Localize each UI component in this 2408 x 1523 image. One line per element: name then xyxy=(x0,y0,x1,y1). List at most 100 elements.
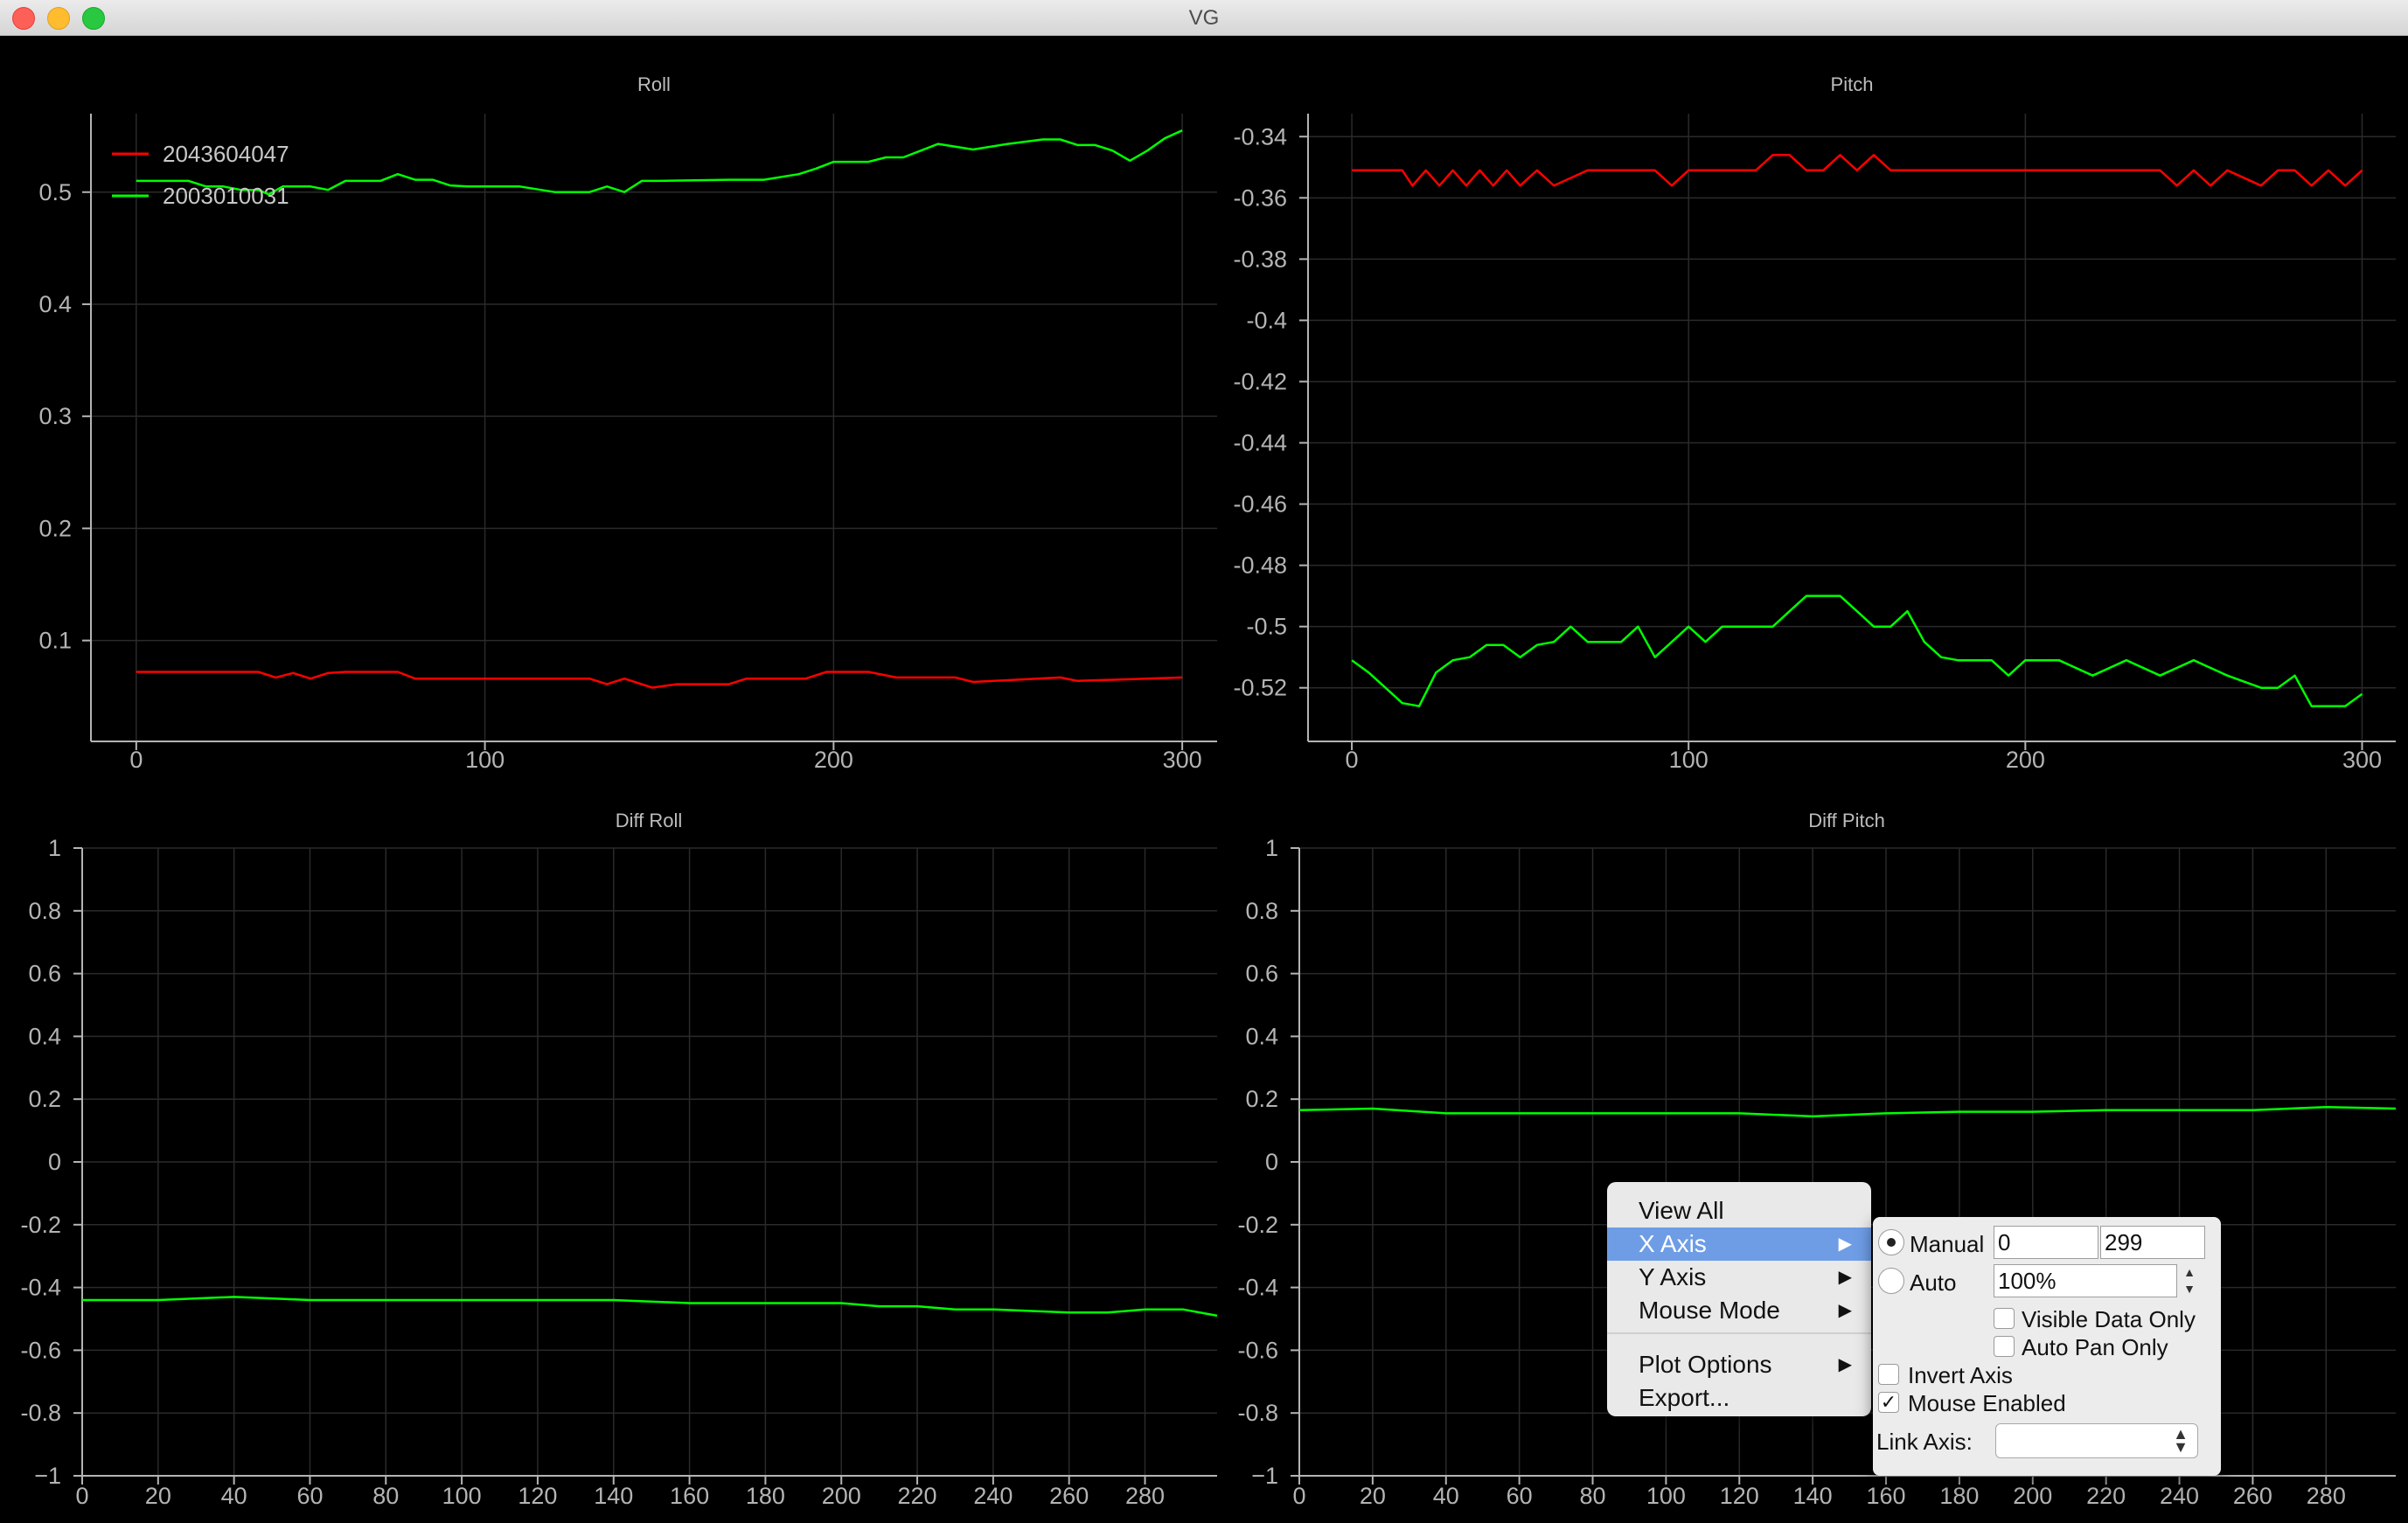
x-tick-label: 240 xyxy=(973,1483,1013,1509)
x-tick-label: 140 xyxy=(1793,1483,1833,1509)
x-tick-label: 300 xyxy=(1163,747,1202,773)
plot-pitch: Pitch 0 100 200 300 -0.34 -0.36 -0.38 -0.4 -0.42 -… xyxy=(1233,73,2396,773)
menu-item-plot-options[interactable]: Plot Options ▶ xyxy=(1607,1348,1871,1381)
x-tick-label: 260 xyxy=(2233,1483,2272,1509)
auto-pan-only-checkbox[interactable] xyxy=(1994,1336,2015,1357)
x-tick-label: 0 xyxy=(1292,1483,1305,1509)
plot-roll: Roll 0 100 200 300 0.5 0.4 0.3 0.2 0.1 2043604047 2… xyxy=(38,73,1217,773)
menu-item-y-axis[interactable]: Y Axis ▶ xyxy=(1607,1261,1871,1294)
y-tick-label: 0.8 xyxy=(1245,898,1278,924)
menu-item-x-axis[interactable]: X Axis ▶ xyxy=(1607,1227,1871,1261)
y-tick-label: 0.4 xyxy=(1245,1023,1278,1049)
x-tick-label: 120 xyxy=(518,1483,557,1509)
y-tick-label: -0.2 xyxy=(1237,1212,1278,1238)
auto-percent-input[interactable] xyxy=(1994,1264,2177,1297)
close-window-button[interactable] xyxy=(12,7,35,30)
x-max-input[interactable] xyxy=(2100,1226,2205,1259)
invert-axis-checkbox[interactable] xyxy=(1878,1364,1899,1385)
y-tick-label: 0.6 xyxy=(28,961,61,987)
series-line-red xyxy=(136,671,1183,689)
x-tick-label: 200 xyxy=(822,1483,861,1509)
x-tick-label: 160 xyxy=(670,1483,709,1509)
x-tick-label: 40 xyxy=(221,1483,247,1509)
legend-label: 2043604047 xyxy=(163,141,289,167)
x-tick-label: 100 xyxy=(442,1483,482,1509)
menu-item-label: View All xyxy=(1639,1197,1724,1224)
x-tick-label: 60 xyxy=(1507,1483,1533,1509)
submenu-arrow-icon: ▶ xyxy=(1838,1268,1852,1287)
y-tick-label: −1 xyxy=(34,1463,61,1489)
auto-range-radio[interactable] xyxy=(1878,1268,1904,1294)
mouse-enabled-label: Mouse Enabled xyxy=(1908,1390,2066,1416)
mouse-enabled-checkbox[interactable]: ✓ xyxy=(1878,1392,1899,1413)
plot-diff-roll: Diff Roll 0 20 40 60 80 100 120 140 160 180 200 220 2… xyxy=(20,810,1218,1509)
y-tick-label: -0.34 xyxy=(1233,123,1287,150)
submenu-arrow-icon: ▶ xyxy=(1838,1301,1852,1320)
manual-range-radio[interactable] xyxy=(1878,1229,1904,1255)
y-tick-label: -0.36 xyxy=(1233,184,1287,211)
menu-item-label: Export... xyxy=(1639,1384,1730,1411)
x-tick-label: 40 xyxy=(1433,1483,1459,1509)
y-tick-label: 0 xyxy=(48,1149,61,1175)
series-line-green xyxy=(136,129,1183,196)
x-tick-label: 260 xyxy=(1049,1483,1089,1509)
x-tick-label: 220 xyxy=(2086,1483,2126,1509)
menu-item-label: Plot Options xyxy=(1639,1351,1772,1378)
link-axis-label: Link Axis: xyxy=(1876,1429,1973,1455)
submenu-arrow-icon: ▶ xyxy=(1838,1234,1852,1254)
y-tick-label: -0.52 xyxy=(1233,675,1287,701)
y-tick-label: -0.42 xyxy=(1233,368,1287,394)
menu-item-label: Mouse Mode xyxy=(1639,1297,1780,1324)
auto-percent-stepper-icon[interactable]: ▲ ▼ xyxy=(2183,1265,2196,1296)
y-tick-label: 1 xyxy=(1265,835,1278,861)
x-tick-label: 20 xyxy=(1360,1483,1386,1509)
y-tick-label: -0.4 xyxy=(1237,1275,1278,1301)
y-tick-label: -0.6 xyxy=(1237,1337,1278,1363)
invert-axis-label: Invert Axis xyxy=(1908,1362,2013,1388)
y-tick-label: -0.46 xyxy=(1233,491,1287,518)
y-tick-label: -0.2 xyxy=(20,1212,61,1238)
submenu-arrow-icon: ▶ xyxy=(1838,1355,1852,1374)
y-tick-label: 0.2 xyxy=(28,1086,61,1112)
y-tick-label: −1 xyxy=(1251,1463,1278,1489)
x-tick-label: 280 xyxy=(1125,1483,1165,1509)
y-tick-label: 0.5 xyxy=(38,179,72,205)
y-tick-label: -0.4 xyxy=(1246,307,1287,333)
x-tick-label: 200 xyxy=(2006,747,2045,773)
menu-item-mouse-mode[interactable]: Mouse Mode ▶ xyxy=(1607,1294,1871,1327)
x-tick-label: 100 xyxy=(1646,1483,1686,1509)
legend-label: 2003010031 xyxy=(163,183,289,209)
y-tick-label: -0.48 xyxy=(1233,553,1287,579)
x-tick-label: 300 xyxy=(2342,747,2382,773)
series-line-green xyxy=(1298,1105,2397,1118)
menu-item-view-all[interactable]: View All xyxy=(1607,1194,1871,1227)
plot-title: Pitch xyxy=(1831,73,1874,95)
x-tick-label: 80 xyxy=(1579,1483,1605,1509)
x-tick-label: 220 xyxy=(898,1483,937,1509)
x-tick-label: 140 xyxy=(594,1483,633,1509)
x-min-input[interactable] xyxy=(1994,1226,2098,1259)
y-tick-label: -0.8 xyxy=(20,1400,61,1426)
x-tick-label: 180 xyxy=(746,1483,785,1509)
menu-item-export[interactable]: Export... xyxy=(1607,1381,1871,1415)
y-tick-label: -0.38 xyxy=(1233,246,1287,272)
y-tick-label: -0.5 xyxy=(1246,614,1287,640)
y-tick-label: 1 xyxy=(48,835,61,861)
zoom-window-button[interactable] xyxy=(82,7,105,30)
auto-pan-only-label: Auto Pan Only xyxy=(2022,1334,2168,1360)
series-line-green xyxy=(82,1296,1218,1318)
x-tick-label: 280 xyxy=(2307,1483,2346,1509)
x-tick-label: 160 xyxy=(1867,1483,1906,1509)
x-tick-label: 0 xyxy=(75,1483,88,1509)
y-tick-label: 0.2 xyxy=(38,515,72,541)
plot-context-menu: View All X Axis ▶ Y Axis ▶ Mouse Mode ▶ … xyxy=(1607,1182,1871,1416)
visible-data-only-checkbox[interactable] xyxy=(1994,1308,2015,1329)
menu-item-label: X Axis xyxy=(1639,1230,1707,1257)
minimize-window-button[interactable] xyxy=(47,7,70,30)
x-tick-label: 180 xyxy=(1939,1483,1979,1509)
link-axis-select[interactable]: ▲ ▼ xyxy=(1995,1423,2198,1458)
plot-title: Roll xyxy=(637,73,671,95)
x-tick-label: 60 xyxy=(296,1483,323,1509)
series-line-red xyxy=(1352,154,2363,187)
